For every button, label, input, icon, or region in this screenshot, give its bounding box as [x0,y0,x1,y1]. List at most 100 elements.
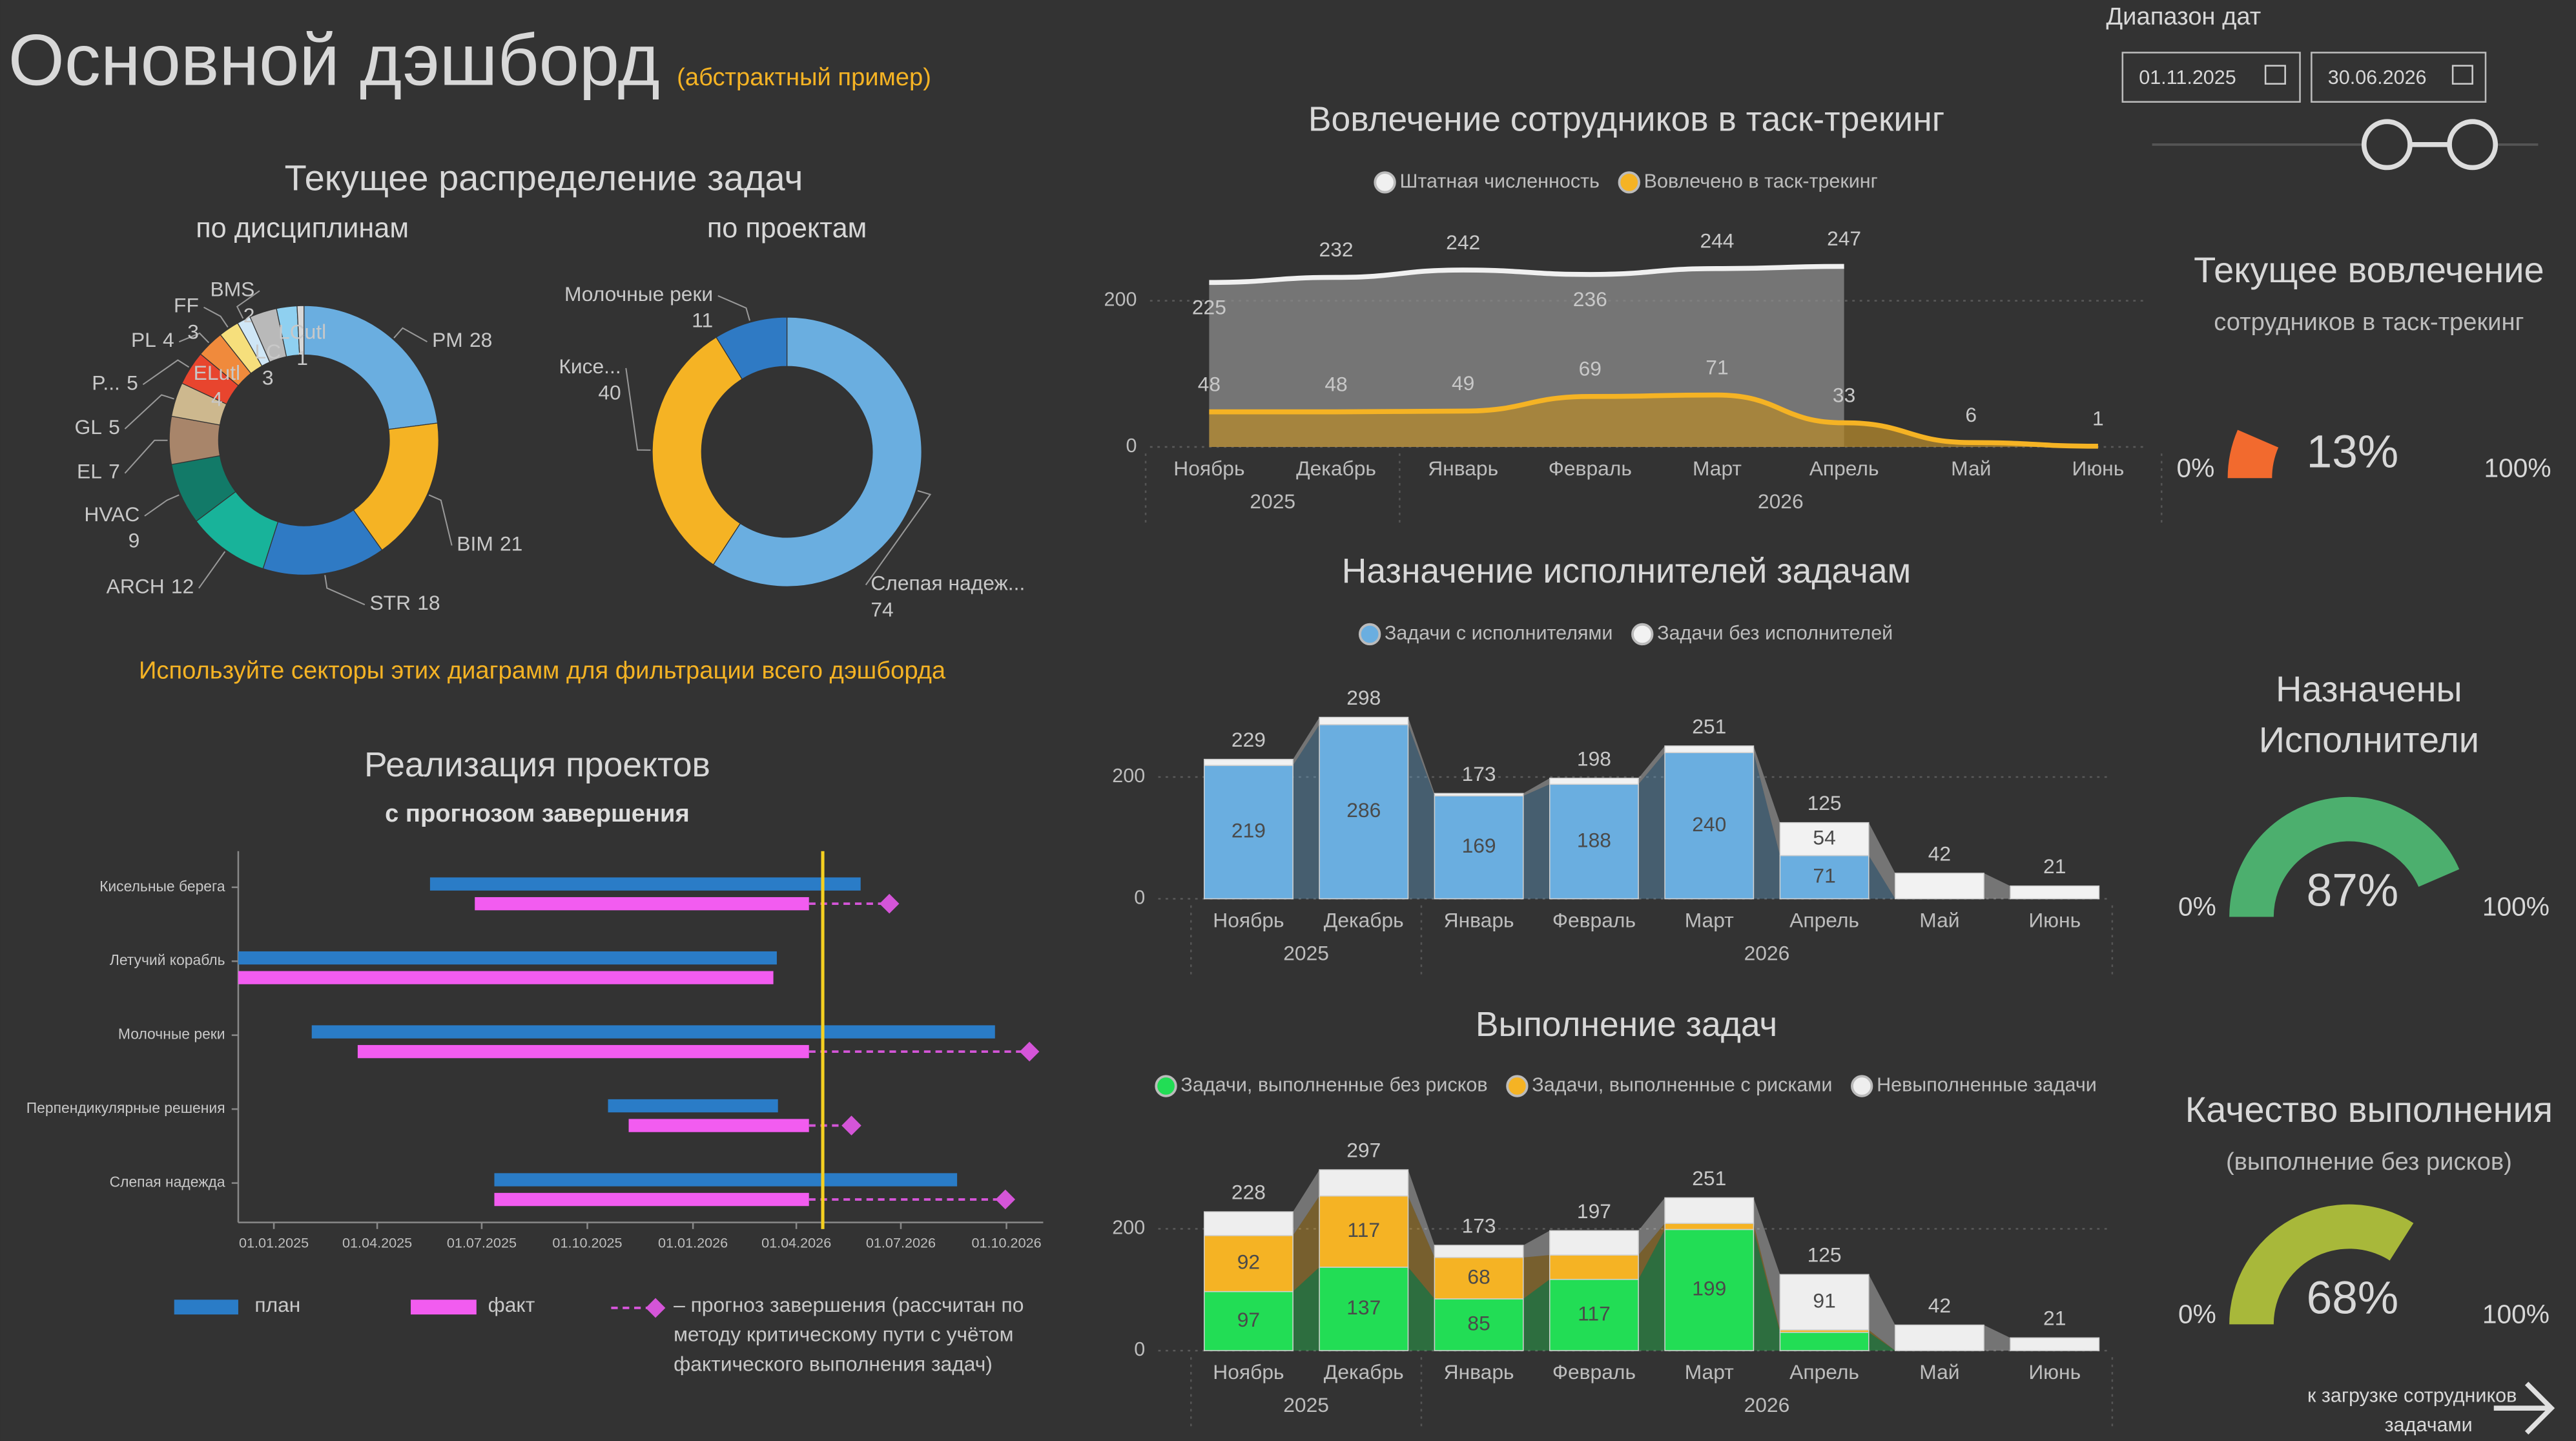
x-tick-label: Май [1951,457,1991,480]
bar-segment [2010,1337,2100,1351]
bar-segment [1203,758,1293,766]
slice-name: HVAC [84,503,139,526]
drill-link[interactable]: к загрузке сотрудников задачами [2307,1382,2555,1436]
segment-label: 137 [1346,1296,1381,1319]
ribbon [1523,1255,1550,1299]
data-label: 6 [1965,403,1977,426]
gauge-subtitle: (выполнение без рисков) [2226,1148,2512,1176]
x-tick-label: Февраль [1552,1360,1636,1384]
calendar-icon[interactable] [2264,65,2286,85]
chart-title: Назначение исполнителей задачам [1342,552,1911,590]
slice-value: 7 [108,460,120,483]
data-label: 232 [1319,238,1354,261]
x-group-label: 2026 [1744,941,1790,964]
legend: Задачи, выполненные без рисков Задачи, вы… [1155,1074,2097,1097]
plan-bar [311,1025,995,1039]
x-tick-label: Июнь [2028,1360,2081,1384]
slice-label: BIM 21 [457,532,522,555]
slice-label: FF 3 [174,294,199,344]
slice-name: P... [92,371,120,395]
bar-segment [1894,873,1984,900]
x-tick-label: Май [1919,909,1959,932]
x-tick-label: 01.04.2026 [761,1234,831,1250]
slider-handle[interactable] [2447,119,2499,171]
pie-slice [652,337,743,566]
row-label: Слепая надежда [110,1174,225,1190]
plan-bar [608,1099,778,1113]
calendar-icon[interactable] [2451,65,2473,85]
ribbon [1523,1279,1550,1351]
leader-line [142,359,190,386]
date-box[interactable] [2121,52,2301,103]
link-text[interactable]: задачами [2385,1414,2473,1436]
slice-label: LCutl 1 [278,320,326,370]
date-start[interactable]: 01.11.2025 [2139,67,2236,88]
x-tick-label: 01.01.2026 [658,1234,728,1250]
gauge-subtitle: сотрудников в таск-трекинг [2214,308,2524,336]
segment-label: 169 [1462,834,1496,857]
slice-name: FF [174,294,199,317]
date-box[interactable] [2311,52,2487,103]
x-tick-label: 01.07.2025 [447,1234,517,1250]
legend-marker [1155,1075,1177,1097]
date-end[interactable]: 30.06.2026 [2328,67,2427,88]
y-tick-label: 0 [1134,1338,1145,1360]
legend-swatch [645,1298,666,1318]
ribbon [1523,784,1550,899]
link-text[interactable]: к загрузке сотрудников [2307,1384,2517,1406]
leader-line [324,575,366,606]
slice-label: GL 5 [75,415,120,439]
slider-handle[interactable] [2361,119,2413,171]
x-tick-label: Ноябрь [1173,457,1244,480]
legend-label: Задачи, выполненные без рисков [1180,1074,1487,1096]
page-subtitle: (абстрактный пример) [677,63,931,91]
slice-value: 9 [129,529,140,552]
bar-segment [1434,1245,1524,1258]
bar-segment [1664,1223,1755,1230]
data-label: 69 [1579,357,1602,380]
y-tick-label: 200 [1112,765,1145,787]
total-label: 228 [1231,1181,1266,1204]
leader-line [198,551,226,589]
fact-bar [628,1119,809,1132]
area-line [1209,392,2098,449]
data-label: 247 [1827,227,1861,250]
gauge-title: Исполнители [2259,720,2479,760]
leader-line [124,439,168,474]
leader-line [393,327,428,343]
slice-value: 28 [469,329,492,352]
slice-name: PL [131,329,156,352]
segment-label: 71 [1813,864,1835,887]
chart-title: Выполнение задач [1476,1006,1777,1044]
ribbon [1868,1332,1895,1351]
slice-name: EL [77,460,102,483]
segment-label: 54 [1813,826,1835,849]
slice-label: Молочные реки 11 [564,282,713,332]
segment-label: 97 [1237,1308,1260,1331]
forecast-marker [995,1189,1016,1210]
date-slider[interactable] [2152,119,2539,171]
date-start-box[interactable]: 01.11.2025 [2121,52,2301,103]
data-label: 48 [1324,372,1347,395]
fact-bar [494,1192,809,1207]
slice-label: HVAC 9 [84,503,139,552]
legend-marker [1506,1075,1529,1097]
arrow-icon[interactable] [2493,1382,2555,1435]
total-label: 251 [1692,714,1726,738]
date-end-box[interactable]: 30.06.2026 [2311,52,2487,103]
x-tick-label: Декабрь [1324,1360,1404,1384]
slice-value: 3 [187,320,199,344]
gauge-tick-label: 100% [2484,453,2551,482]
legend-label: Вовлечено в таск-трекинг [1644,170,1878,192]
segment-label: 117 [1347,1218,1380,1241]
bar-segment [1319,1195,1409,1268]
ribbon [1293,717,1320,766]
bar-segment [1434,795,1524,900]
legend-label: методу критическому пути с учётом [674,1323,1013,1346]
ribbon [1293,1196,1320,1292]
bar-segment [1319,716,1409,725]
bar-segment [1549,1254,1639,1280]
bar-segment [1779,1274,1870,1331]
gauge-arc [2229,796,2460,917]
